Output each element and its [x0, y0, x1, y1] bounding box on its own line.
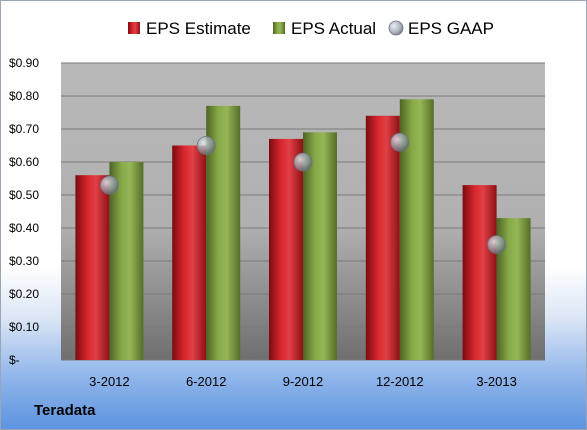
x-tick-label: 3-2012 — [89, 374, 129, 389]
y-tick-label: $0.30 — [9, 254, 39, 268]
legend-label: EPS Actual — [291, 19, 376, 38]
bar-eps-estimate — [462, 185, 497, 360]
marker-eps-gaap — [100, 175, 119, 195]
bar-eps-estimate — [172, 145, 207, 360]
y-tick-label: $0.90 — [9, 56, 39, 70]
bar-eps-estimate — [365, 115, 400, 360]
x-tick-label: 6-2012 — [186, 374, 226, 389]
x-tick-label: 12-2012 — [376, 374, 424, 389]
legend-swatch — [273, 22, 285, 34]
x-tick-label: 9-2012 — [283, 374, 323, 389]
y-tick-label: $0.20 — [9, 287, 39, 301]
gaap-markers — [100, 132, 507, 254]
y-tick-label: $0.50 — [9, 188, 39, 202]
y-tick-label: $0.10 — [9, 320, 39, 334]
legend: EPS Estimate EPS Actual EPS GAAP — [128, 19, 494, 38]
legend-label: EPS Estimate — [146, 19, 251, 38]
bar-eps-actual — [303, 132, 337, 360]
x-tick-label: 3-2013 — [476, 374, 516, 389]
company-name: Teradata — [34, 402, 96, 419]
legend-swatch — [388, 20, 404, 36]
y-tick-label: $0.60 — [9, 155, 39, 169]
bars — [75, 99, 531, 361]
y-tick-label: $- — [9, 353, 20, 367]
marker-eps-gaap — [293, 152, 313, 172]
y-axis: $- $0.10 $0.20 $0.30 $0.40 $0.50 $0.60 $0.70 $0.… — [9, 56, 39, 367]
marker-eps-gaap — [487, 235, 507, 254]
bar-eps-estimate — [269, 138, 303, 360]
marker-eps-gaap — [390, 132, 410, 152]
y-tick-label: $0.70 — [9, 122, 39, 136]
bar-eps-actual — [109, 162, 144, 360]
marker-eps-gaap — [196, 136, 216, 155]
bar-eps-estimate — [75, 175, 110, 360]
y-tick-label: $0.40 — [9, 221, 39, 235]
y-tick-label: $0.80 — [9, 89, 39, 103]
legend-label: EPS GAAP — [408, 19, 494, 38]
legend-swatch — [128, 22, 140, 34]
x-axis: 3-2012 6-2012 9-2012 12-2012 3-2013 — [89, 374, 517, 389]
